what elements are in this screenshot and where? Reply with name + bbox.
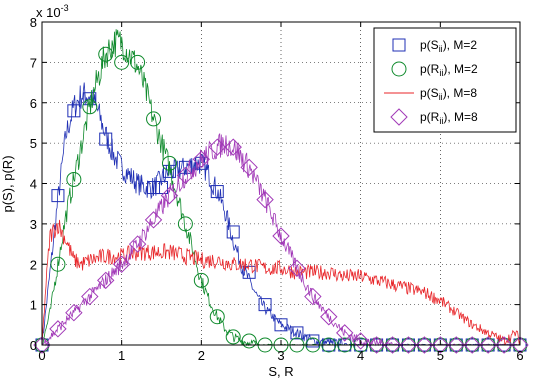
x-tick-label: 3: [277, 348, 284, 363]
series-4-marker: [208, 138, 226, 156]
series-2-marker: [146, 111, 162, 127]
legend: p(Sii), M=2 p(Rii), M=2 p(Sii), M=8 p(Ri…: [373, 27, 517, 133]
series-2-marker: [98, 46, 114, 62]
legend-swatches: [384, 38, 414, 126]
series-4-marker: [415, 336, 434, 354]
series-2-marker: [225, 329, 241, 345]
series-2-marker: [177, 216, 193, 232]
legend-swatch-1: [392, 38, 406, 52]
legend-entry-4: p(Rii), M=8: [420, 110, 478, 126]
legend-entry-3: p(Sii), M=8: [420, 86, 477, 102]
series-2-marker: [82, 99, 98, 115]
series-4-marker: [128, 235, 147, 253]
ticks: 0 1 2 3 4 5 6 0 1 2 3 4 5 6 7 8: [30, 15, 524, 363]
x-tick-label: 4: [357, 348, 364, 363]
x-tick-label: 5: [437, 348, 444, 363]
series-4-marker: [511, 336, 529, 354]
series-4-marker: [256, 190, 274, 209]
x-tick-label: 6: [516, 348, 523, 363]
series-2-marker: [241, 333, 257, 349]
legend-swatch-4: [390, 108, 408, 126]
y-tick-label: 2: [30, 257, 37, 272]
series-4-marker: [224, 138, 242, 156]
series-1-marker: [258, 298, 272, 312]
series-4-marker: [463, 336, 481, 354]
series-2-marker: [50, 256, 66, 272]
series-4-marker: [495, 336, 513, 354]
series-2-marker: [193, 272, 209, 288]
series-4-marker: [351, 332, 370, 350]
series-1-marker: [155, 181, 168, 195]
series-1-marker: [274, 318, 288, 332]
y-tick-label: 8: [30, 15, 37, 30]
series-1-marker: [290, 326, 304, 340]
legend-swatch-2: [391, 61, 407, 77]
series-4-marker: [144, 211, 163, 229]
y-tick-label: 3: [30, 217, 37, 232]
x-tick-label: 0: [38, 348, 45, 363]
series-4-marker: [49, 320, 67, 338]
series-2-marker: [66, 171, 82, 187]
x-tick-label: 1: [118, 348, 125, 363]
series-1-marker: [178, 160, 192, 174]
y-tick-label: 0: [30, 338, 37, 353]
y-axis-label: p(S), p(R): [0, 155, 15, 212]
series-1-marker: [226, 225, 240, 239]
series-1-marker: [67, 104, 81, 118]
series-2-marker: [161, 155, 177, 171]
y-tick-label: 1: [30, 298, 37, 313]
series-4-marker: [176, 166, 195, 185]
series-4-marker: [399, 336, 418, 354]
series-4-marker: [192, 150, 211, 168]
series-2-marker: [130, 54, 146, 70]
series-4-marker: [304, 287, 322, 306]
x-tick-label: 2: [198, 348, 205, 363]
series-2-marker: [209, 309, 225, 325]
series-4-marker: [447, 336, 465, 354]
series-4-marker: [383, 336, 402, 354]
y-tick-label: 7: [30, 55, 37, 70]
series-2-marker: [114, 54, 130, 70]
series-4-marker: [240, 158, 258, 177]
y-tick-label: 4: [30, 177, 37, 192]
series-4-marker: [272, 227, 290, 245]
series-1-marker: [242, 265, 256, 279]
series-4-marker: [320, 308, 338, 326]
series-4-marker: [112, 255, 131, 273]
y-tick-label: 6: [30, 96, 37, 111]
y-tick-label: 5: [30, 136, 37, 151]
x-axis-label: S, R: [268, 364, 293, 379]
series-1-marker: [210, 185, 224, 199]
series-4-marker: [33, 336, 51, 354]
series-4-marker: [367, 336, 386, 354]
series-1-marker: [99, 132, 113, 146]
legend-entry-1: p(Sii), M=2: [420, 38, 477, 54]
series-4-marker: [160, 186, 179, 205]
series-line-3: [41, 219, 521, 346]
series-4-marker: [431, 336, 450, 354]
series-1-marker: [51, 189, 65, 203]
series-4-marker: [479, 336, 497, 354]
y-exponent-label: x 10-3: [36, 3, 69, 20]
series-4-marker: [288, 259, 306, 277]
series-4-marker: [97, 271, 115, 290]
series-4-marker: [336, 324, 354, 342]
series-4-marker: [81, 287, 99, 306]
series-4-marker: [65, 303, 83, 322]
legend-entry-2: p(Rii), M=2: [420, 62, 478, 78]
legend-box: [373, 27, 517, 133]
series-1-marker: [147, 181, 161, 195]
